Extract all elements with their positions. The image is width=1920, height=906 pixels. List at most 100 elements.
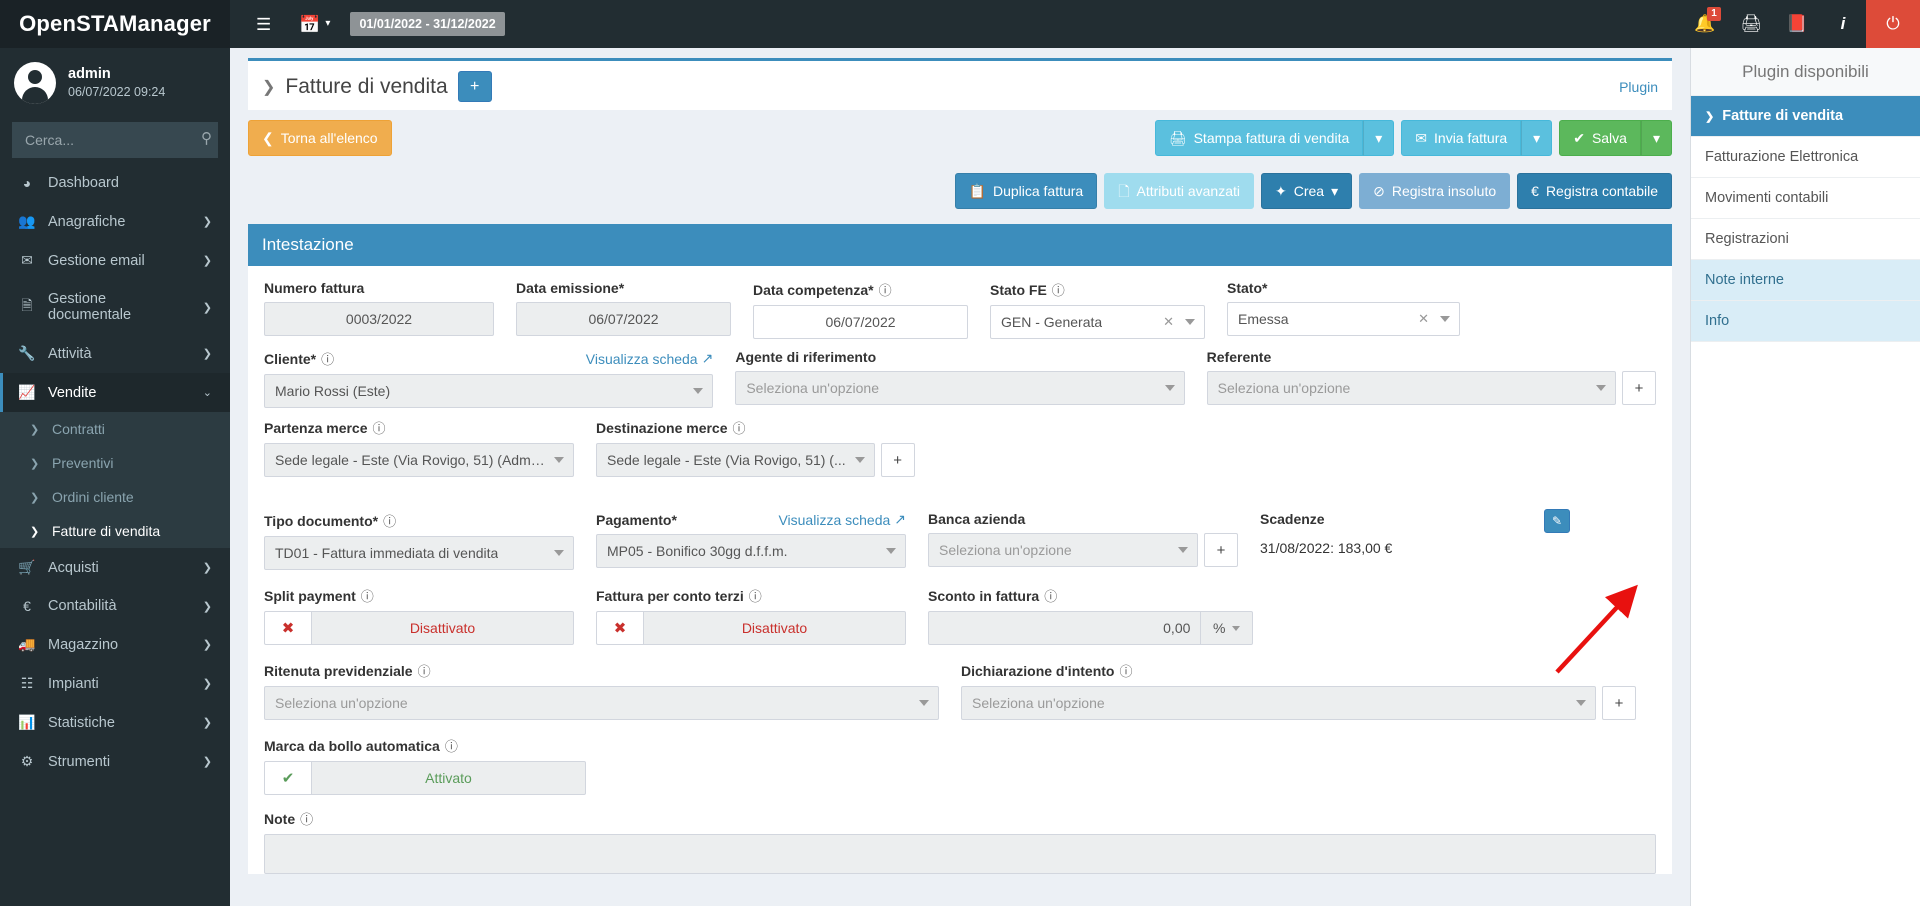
- note-textarea[interactable]: [264, 834, 1656, 874]
- banca-azienda-select[interactable]: Seleziona un'opzione: [928, 533, 1198, 567]
- form-row-note: Note ⓘ: [264, 809, 1656, 874]
- sidebar-item-vendite[interactable]: 📈 Vendite ⌄ ❯ Contratti ❯ Preventivi ❯ Ordini…: [0, 373, 230, 548]
- help-icon[interactable]: ⓘ: [383, 514, 397, 529]
- save-dropdown-toggle[interactable]: ▾: [1640, 120, 1672, 156]
- sidebar-item-anagrafiche[interactable]: 👥 Anagrafiche ❯: [0, 202, 230, 241]
- sconto-input[interactable]: 0,00: [928, 611, 1202, 645]
- search-icon[interactable]: ⚲: [201, 130, 212, 147]
- register-contabile-button[interactable]: € Registra contabile: [1517, 173, 1672, 209]
- check-icon: ✔: [1573, 130, 1585, 146]
- sidebar-item-impianti[interactable]: ☷ Impianti ❯: [0, 664, 230, 703]
- help-icon[interactable]: ⓘ: [417, 664, 431, 679]
- label-pagamento: Pagamento*: [596, 511, 677, 528]
- printer-icon[interactable]: 🖨: [1728, 0, 1774, 48]
- register-insoluto-button[interactable]: ⊘ Registra insoluto: [1359, 173, 1511, 209]
- search-input[interactable]: [12, 122, 218, 158]
- partenza-merce-select[interactable]: Sede legale - Este (Via Rovigo, 51) (Adm…: [264, 443, 574, 477]
- send-dropdown-toggle[interactable]: ▾: [1521, 120, 1553, 156]
- calendar-icon[interactable]: 📅 ▾: [287, 8, 342, 41]
- plugin-item-movimenti-contabili[interactable]: Movimenti contabili: [1691, 178, 1920, 219]
- back-to-list-button[interactable]: ❮ Torna all'elenco: [248, 120, 392, 156]
- sidebar-item-fatture-di-vendita[interactable]: ❯ Fatture di vendita: [0, 514, 230, 548]
- help-icon[interactable]: ⓘ: [878, 283, 892, 298]
- destinazione-merce-select[interactable]: Sede legale - Este (Via Rovigo, 51) (...: [596, 443, 875, 477]
- ritenuta-previdenziale-select[interactable]: Seleziona un'opzione: [264, 686, 939, 720]
- date-range-pill[interactable]: 01/01/2022 - 31/12/2022: [350, 12, 505, 36]
- dichiarazione-intento-select[interactable]: Seleziona un'opzione: [961, 686, 1596, 720]
- plugin-item-fatturazione-elettronica[interactable]: Fatturazione Elettronica: [1691, 137, 1920, 178]
- sidebar-item-ordini-cliente[interactable]: ❯ Ordini cliente: [0, 480, 230, 514]
- plugin-link[interactable]: Plugin: [1619, 79, 1658, 95]
- duplicate-invoice-button[interactable]: 📋 Duplica fattura: [954, 173, 1098, 209]
- agente-select[interactable]: Seleziona un'opzione: [735, 371, 1185, 405]
- help-icon[interactable]: ⓘ: [372, 421, 386, 436]
- help-icon[interactable]: ⓘ: [748, 589, 762, 604]
- stato-fe-select[interactable]: GEN - Generata ✕: [990, 305, 1205, 339]
- help-icon[interactable]: ⓘ: [360, 589, 374, 604]
- data-competenza-input[interactable]: 06/07/2022: [753, 305, 968, 339]
- sidebar-item-attivita[interactable]: 🔧 Attività ❯: [0, 334, 230, 373]
- brand-logo[interactable]: OpenSTAManager: [0, 0, 230, 48]
- add-referente-button[interactable]: +: [1621, 371, 1656, 405]
- sconto-unit-select[interactable]: %: [1201, 611, 1253, 645]
- add-dichiarazione-button[interactable]: +: [1602, 686, 1636, 720]
- create-dropdown-button[interactable]: ✦ Crea ▾: [1261, 173, 1353, 209]
- add-destinazione-button[interactable]: +: [880, 443, 915, 477]
- info-icon[interactable]: i: [1820, 0, 1866, 48]
- sidebar-item-dashboard[interactable]: ◕ Dashboard: [0, 164, 230, 202]
- form-row-1: Numero fattura 0003/2022 Data emissione*…: [264, 280, 1656, 339]
- marca-da-bollo-toggle[interactable]: ✔ Attivato: [264, 761, 586, 795]
- sidebar-item-preventivi[interactable]: ❯ Preventivi: [0, 446, 230, 480]
- clear-icon[interactable]: ✕: [1418, 311, 1429, 326]
- add-invoice-button[interactable]: +: [457, 71, 492, 102]
- hamburger-icon[interactable]: ☰: [244, 8, 283, 41]
- help-icon[interactable]: ⓘ: [1044, 589, 1058, 604]
- numero-fattura-input[interactable]: 0003/2022: [264, 302, 494, 336]
- data-emissione-input[interactable]: 06/07/2022: [516, 302, 731, 336]
- sidebar-item-contratti[interactable]: ❯ Contratti: [0, 412, 230, 446]
- sidebar-item-contabilita[interactable]: € Contabilità ❯: [0, 587, 230, 625]
- sidebar-item-gestione-email[interactable]: ✉ Gestione email ❯: [0, 241, 230, 280]
- sidebar-item-gestione-documentale[interactable]: 🗎 Gestione documentale ❯: [0, 280, 230, 334]
- add-banca-button[interactable]: +: [1204, 533, 1238, 567]
- sidebar-item-statistiche[interactable]: 📊 Statistiche ❯: [0, 703, 230, 742]
- pagamento-view-card-link[interactable]: Visualizza scheda ↗: [778, 511, 906, 528]
- print-dropdown-toggle[interactable]: ▾: [1363, 120, 1395, 156]
- sidebar-item-acquisti[interactable]: 🛒 Acquisti ❯: [0, 548, 230, 587]
- tipo-documento-select[interactable]: TD01 - Fattura immediata di vendita: [264, 536, 574, 570]
- help-icon[interactable]: ⓘ: [321, 352, 335, 367]
- print-invoice-button[interactable]: 🖨 Stampa fattura di vendita: [1154, 120, 1364, 156]
- sidebar: OpenSTAManager admin 06/07/2022 09:24 ⚲ …: [0, 0, 230, 906]
- clear-icon[interactable]: ✕: [1163, 314, 1174, 329]
- book-icon[interactable]: 📕: [1774, 0, 1820, 48]
- help-icon[interactable]: ⓘ: [1119, 664, 1133, 679]
- cliente-select[interactable]: Mario Rossi (Este): [264, 374, 714, 408]
- plugin-item-label: Fatturazione Elettronica: [1705, 149, 1859, 165]
- help-icon[interactable]: ⓘ: [300, 812, 314, 827]
- save-button[interactable]: ✔ Salva: [1559, 120, 1641, 156]
- send-invoice-button[interactable]: ✉ Invia fattura: [1401, 120, 1522, 156]
- intestazione-box: Intestazione Numero fattura 0003/2022 Da…: [248, 224, 1672, 874]
- scadenze-edit-button[interactable]: ✎: [1544, 509, 1570, 533]
- stato-select[interactable]: Emessa ✕: [1227, 302, 1460, 336]
- plugin-item-registrazioni[interactable]: Registrazioni: [1691, 219, 1920, 260]
- help-icon[interactable]: ⓘ: [732, 421, 746, 436]
- fattura-conto-terzi-toggle[interactable]: ✖ Disattivato: [596, 611, 906, 645]
- sidebar-item-magazzino[interactable]: 🚚 Magazzino ❯: [0, 625, 230, 664]
- marca-da-bollo-state: Attivato: [312, 761, 586, 795]
- plugin-item-fatture-di-vendita[interactable]: ❯ Fatture di vendita: [1691, 96, 1920, 137]
- pagamento-select[interactable]: MP05 - Bonifico 30gg d.f.f.m.: [596, 534, 906, 568]
- chevron-right-icon: ❯: [202, 756, 212, 768]
- bell-icon[interactable]: 🔔 1: [1682, 0, 1728, 48]
- plugin-item-info[interactable]: Info: [1691, 301, 1920, 342]
- help-icon[interactable]: ⓘ: [1051, 283, 1065, 298]
- help-icon[interactable]: ⓘ: [444, 739, 458, 754]
- power-off-icon[interactable]: ⏻: [1866, 0, 1920, 48]
- cliente-view-card-link[interactable]: Visualizza scheda ↗: [585, 350, 714, 367]
- advanced-attributes-button[interactable]: 🗋 Attributi avanzati: [1104, 173, 1254, 209]
- sidebar-item-strumenti[interactable]: ⚙ Strumenti ❯: [0, 742, 230, 781]
- split-payment-toggle[interactable]: ✖ Disattivato: [264, 611, 574, 645]
- plugin-item-note-interne[interactable]: Note interne: [1691, 260, 1920, 301]
- referente-select[interactable]: Seleziona un'opzione: [1206, 371, 1616, 405]
- truck-icon: 🚚: [18, 636, 36, 652]
